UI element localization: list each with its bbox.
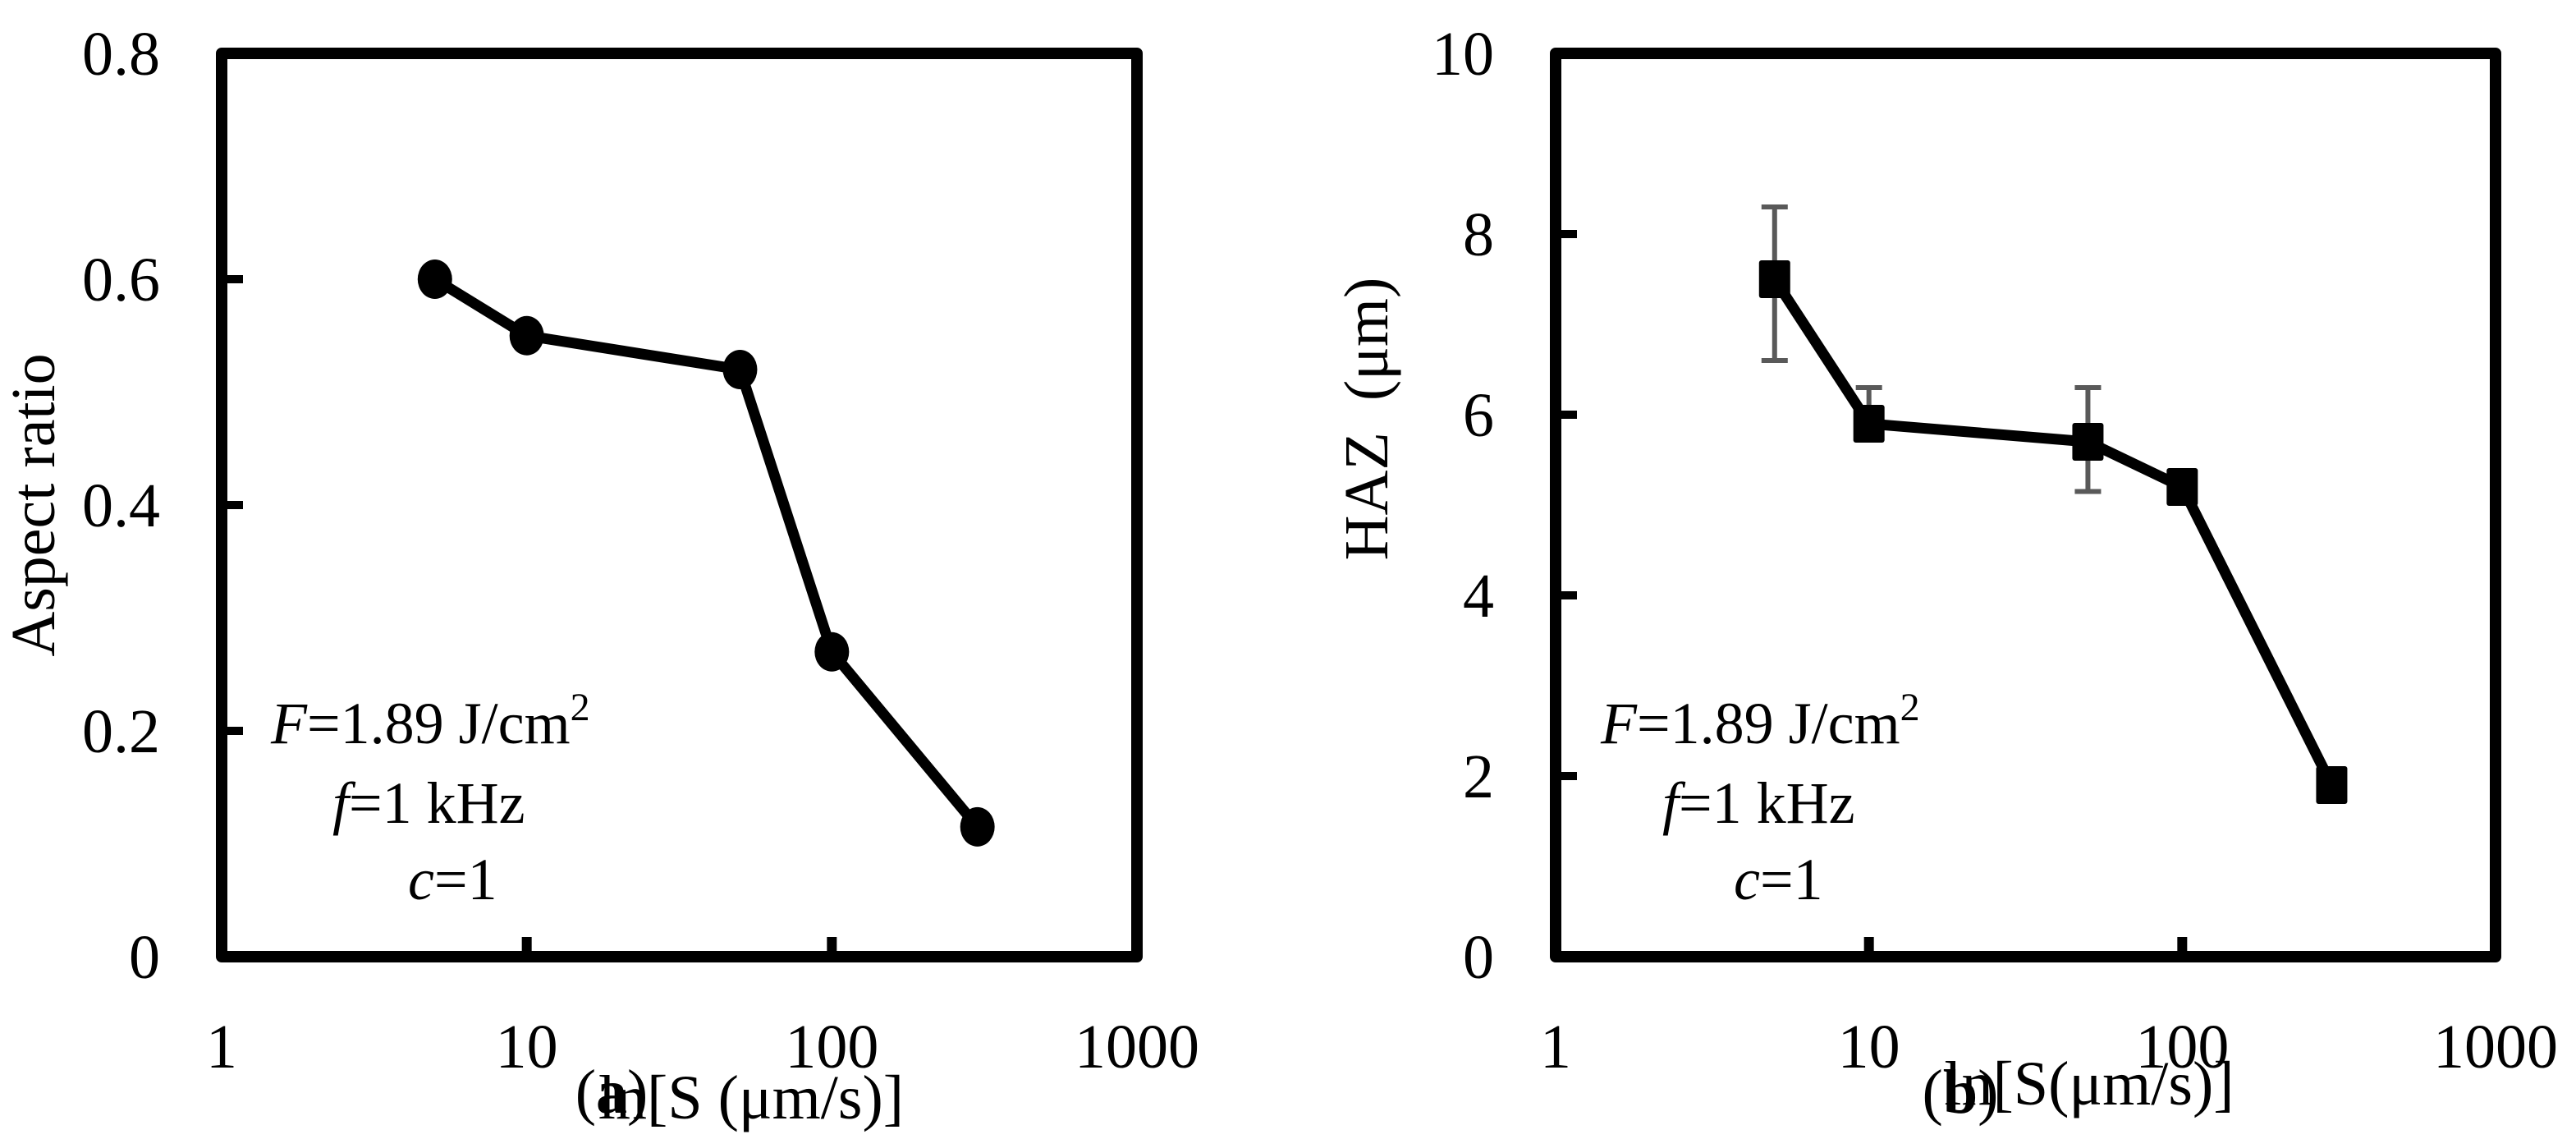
square-marker: [1758, 260, 1790, 298]
chart-b-x-tick-labels: 1 10 100 1000: [1540, 1013, 2558, 1082]
y-tick-label: 0.6: [82, 246, 160, 315]
chart-b-x-axis-title: ln[S(μm/s)]: [1944, 1049, 2234, 1118]
x-tick-label: 1000: [2433, 1013, 2558, 1082]
chart-a-x-axis-title: ln[S (μm/s)]: [598, 1063, 904, 1132]
x-tick-label: 1: [206, 1013, 237, 1082]
y-tick-label: 0: [129, 923, 160, 992]
chart-a-x-tick-labels: 1 10 100 1000: [206, 1013, 1199, 1082]
chart-b-plot-area: [1550, 48, 2501, 962]
y-tick-label: 4: [1463, 562, 1494, 631]
fluence-annotation: F=1.89 J/cm2: [270, 686, 590, 756]
y-tick-label: 0: [1463, 923, 1494, 992]
chart-a-y-axis-title: Aspect ratio: [0, 353, 68, 656]
fluence-annotation: F=1.89 J/cm2: [1600, 686, 1920, 756]
square-marker: [2072, 423, 2104, 461]
panel-label-a: (a): [575, 1058, 649, 1127]
c-annotation: c=1: [1734, 847, 1823, 912]
chart-a: 0 0.2 0.4 0.6 0.8 1 10 100 1000 Aspect ratio ln…: [0, 20, 1199, 1132]
circle-marker: [417, 259, 452, 299]
square-marker: [2166, 468, 2198, 506]
chart-a-y-tick-labels: 0 0.2 0.4 0.6 0.8: [82, 20, 160, 992]
chart-b-y-axis-title: HAZ (μm): [1332, 278, 1401, 561]
circle-marker: [960, 806, 995, 847]
chart-b-annotation: F=1.89 J/cm2 f=1 kHz c=1: [1600, 686, 1920, 912]
y-tick-label: 10: [1432, 20, 1494, 89]
c-annotation: c=1: [408, 847, 497, 912]
frequency-annotation: f=1 kHz: [1662, 770, 1855, 836]
x-tick-label: 100: [785, 1013, 878, 1082]
frequency-annotation: f=1 kHz: [332, 770, 525, 836]
y-tick-label: 8: [1463, 200, 1494, 269]
circle-marker: [814, 632, 850, 672]
x-tick-label: 1: [1540, 1013, 1571, 1082]
y-tick-label: 0.2: [82, 697, 160, 766]
y-tick-label: 6: [1463, 381, 1494, 450]
panel-label-b: (b): [1923, 1058, 1999, 1127]
x-tick-label: 100: [2135, 1013, 2229, 1082]
chart-a-annotation: F=1.89 J/cm2 f=1 kHz c=1: [270, 686, 590, 912]
square-marker: [2316, 766, 2348, 804]
chart-b-y-tick-labels: 0 2 4 6 8 10: [1432, 20, 1494, 992]
y-tick-label: 2: [1463, 742, 1494, 811]
y-tick-label: 0.8: [82, 20, 160, 89]
square-marker: [1853, 405, 1885, 443]
chart-a-plot-area: [216, 48, 1143, 962]
x-tick-label: 10: [496, 1013, 558, 1082]
x-tick-label: 10: [1838, 1013, 1900, 1082]
x-tick-label: 1000: [1075, 1013, 1199, 1082]
circle-marker: [509, 315, 544, 356]
y-tick-label: 0.4: [82, 471, 160, 540]
circle-marker: [722, 350, 758, 389]
plot-frame: [1550, 48, 2501, 962]
